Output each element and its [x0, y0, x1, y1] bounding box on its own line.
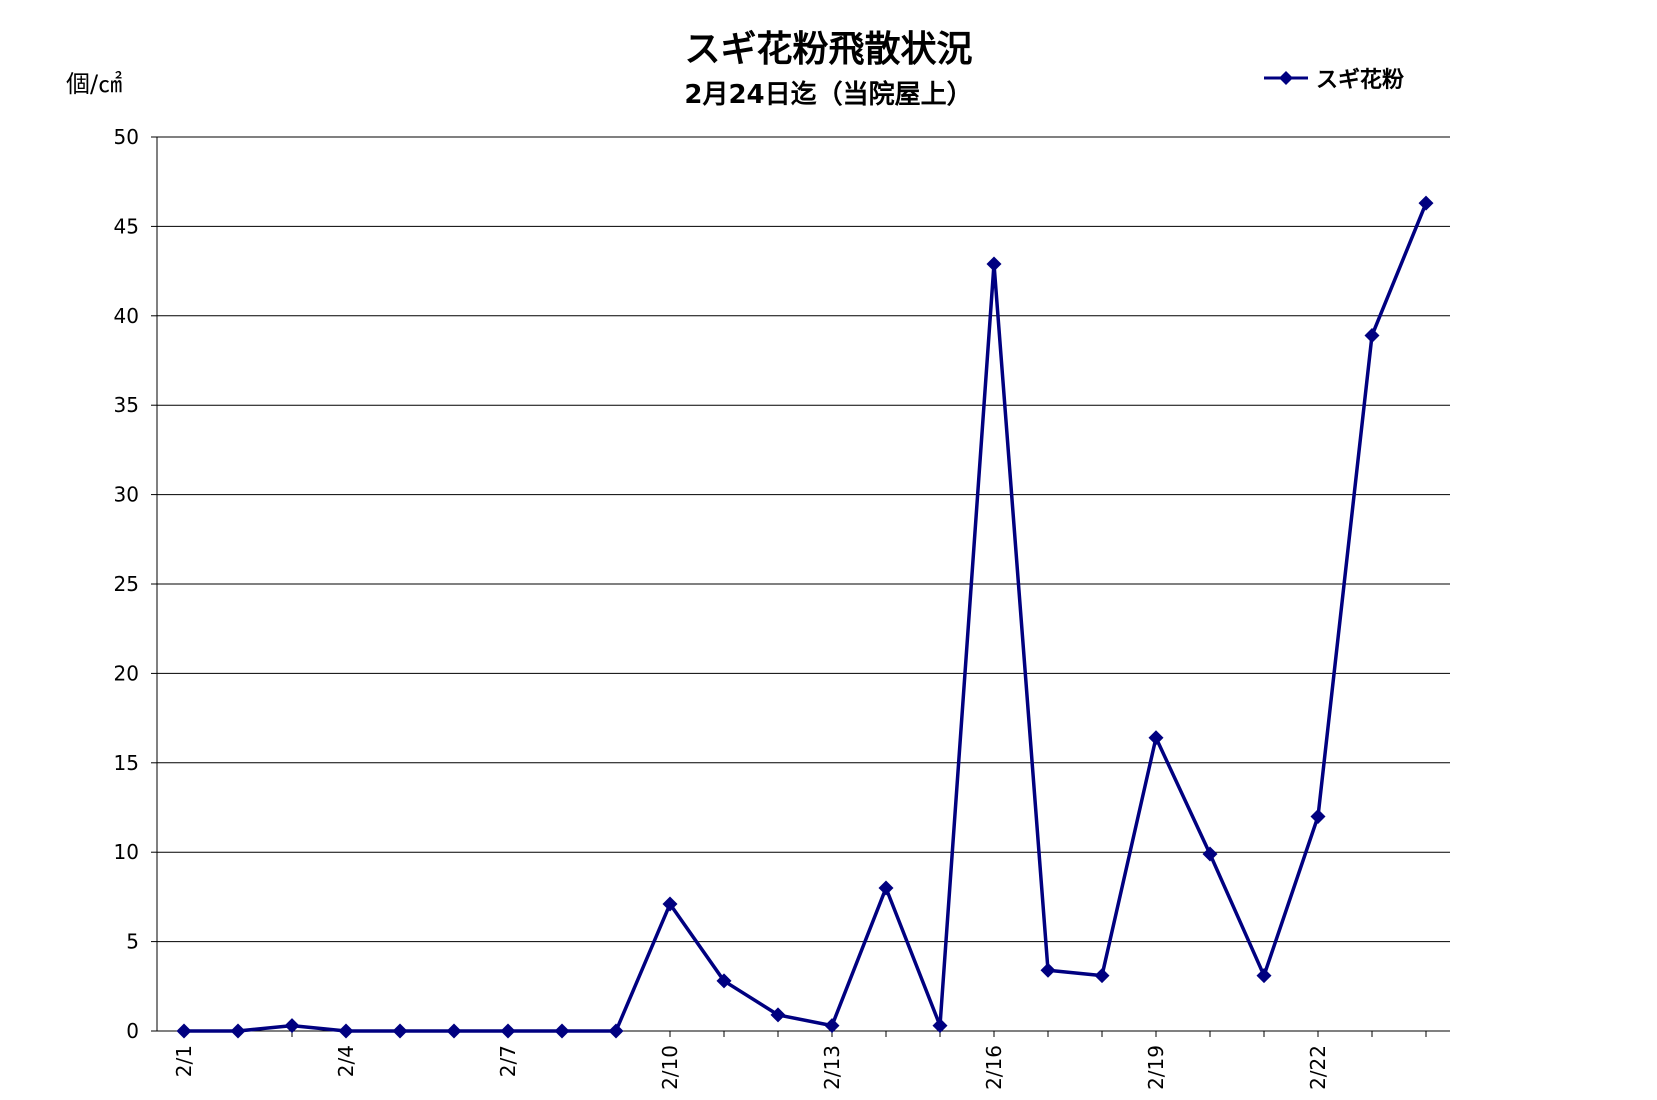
x-tick-label: 2/7 — [496, 1045, 520, 1077]
gridlines — [157, 136, 1450, 943]
data-point — [284, 1018, 300, 1034]
data-point — [338, 1023, 354, 1039]
data-point — [1364, 327, 1380, 343]
x-tick-label: 2/13 — [820, 1045, 844, 1090]
series-line — [184, 202, 1428, 1033]
y-tick-label: 15 — [114, 751, 139, 775]
x-tick-label: 2/1 — [172, 1045, 196, 1077]
data-point — [1256, 968, 1272, 984]
data-point — [392, 1023, 408, 1039]
y-tick-label: 35 — [114, 393, 139, 417]
series-group — [176, 195, 1434, 1039]
x-tick-label: 2/19 — [1144, 1045, 1168, 1090]
data-point — [770, 1007, 786, 1023]
x-axis-ticks: 2/1 2/4 2/7 2/10 2/13 2/16 2/19 2/22 — [172, 1031, 1427, 1090]
data-point — [824, 1018, 840, 1034]
x-tick-label: 2/22 — [1306, 1045, 1330, 1090]
data-point — [500, 1023, 516, 1039]
data-point — [446, 1023, 462, 1039]
data-point — [1202, 846, 1218, 862]
y-tick-label: 20 — [114, 661, 139, 685]
chart-subtitle: 2月24日迄（当院屋上） — [684, 80, 973, 110]
legend: スギ花粉 — [1262, 62, 1404, 94]
data-point — [986, 256, 1002, 272]
data-point — [608, 1023, 624, 1039]
x-tick-label: 2/4 — [334, 1045, 358, 1077]
data-point — [554, 1023, 570, 1039]
data-point — [878, 880, 894, 896]
y-tick-label: 45 — [114, 214, 139, 238]
legend-marker-icon — [1264, 71, 1308, 85]
y-tick-label: 30 — [114, 483, 139, 507]
y-axis-unit-label: 個/㎠ — [66, 70, 123, 98]
data-point — [176, 1023, 192, 1039]
x-tick-label: 2/10 — [658, 1045, 682, 1090]
data-point — [932, 1018, 948, 1034]
x-tick-label: 2/16 — [982, 1045, 1006, 1090]
y-tick-label: 5 — [126, 930, 139, 954]
chart-title: スギ花粉飛散状況 — [684, 29, 973, 70]
data-point — [1418, 195, 1434, 211]
y-tick-label: 50 — [114, 125, 139, 149]
data-point — [230, 1023, 246, 1039]
data-point — [1310, 808, 1326, 824]
data-point — [1094, 968, 1110, 984]
y-tick-label: 40 — [114, 304, 139, 328]
y-axis-ticks: 0 5 10 15 20 25 30 35 40 45 50 — [114, 125, 157, 1043]
y-tick-label: 25 — [114, 572, 139, 596]
y-tick-label: 0 — [126, 1019, 139, 1043]
data-point — [1040, 962, 1056, 978]
y-tick-label: 10 — [114, 840, 139, 864]
data-point — [1148, 730, 1164, 746]
data-point — [716, 973, 732, 989]
legend-label: スギ花粉 — [1316, 68, 1405, 93]
data-point — [662, 896, 678, 912]
